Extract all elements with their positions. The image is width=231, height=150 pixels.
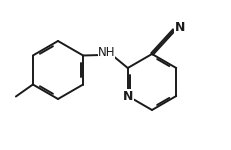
Text: NH: NH (98, 46, 115, 60)
Text: N: N (175, 21, 185, 34)
Text: N: N (123, 90, 133, 102)
